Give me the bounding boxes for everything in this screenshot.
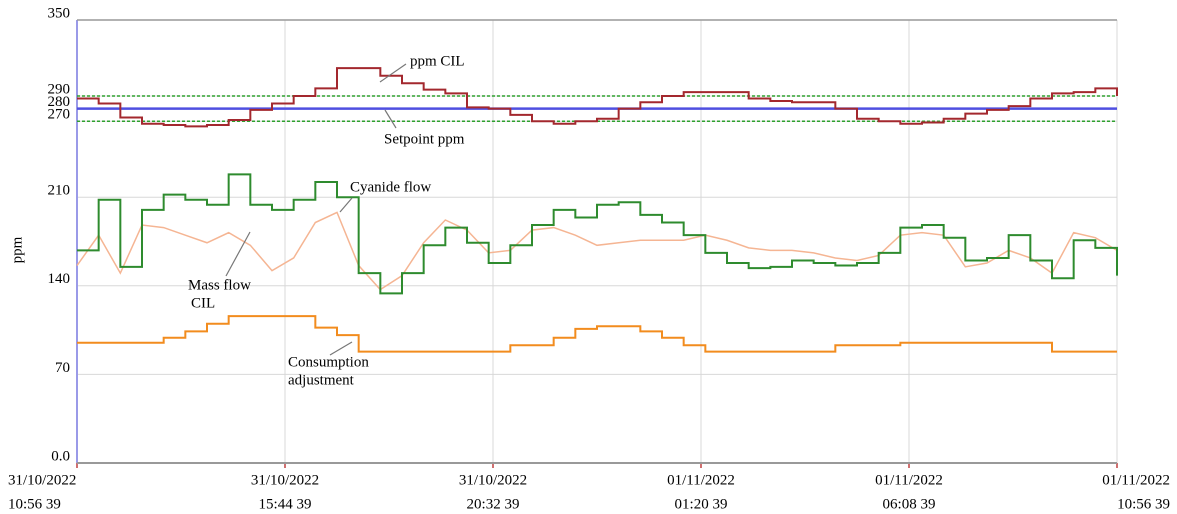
- y-tick-label: 290: [48, 81, 71, 97]
- x-tick-label: 31/10/2022: [8, 472, 76, 488]
- annotation-leader: [379, 63, 407, 83]
- x-tick-label: 01/11/2022: [667, 472, 735, 488]
- annotation-leader: [329, 341, 353, 356]
- y-tick-label: 350: [48, 5, 71, 21]
- x-tick-label: 01/11/2022: [875, 472, 943, 488]
- series-line: [77, 67, 1118, 128]
- x-tick-label: 31/10/2022: [459, 472, 527, 488]
- annotation: Cyanide flow: [350, 179, 431, 195]
- annotation: CIL: [191, 295, 215, 311]
- y-axis-label: ppm: [9, 236, 25, 263]
- annotation: ppm CIL: [410, 53, 465, 69]
- x-tick-label: 31/10/2022: [251, 472, 319, 488]
- x-tick-label: 10:56 39: [8, 496, 61, 512]
- x-tick-label: 10:56 39: [1117, 496, 1170, 512]
- x-tick-label: 06:08 39: [883, 496, 936, 512]
- y-tick-label: 70: [55, 360, 70, 376]
- x-tick-label: 01/11/2022: [1102, 472, 1170, 488]
- y-tick-label: 0.0: [51, 448, 70, 464]
- annotation: Mass flow: [188, 277, 251, 293]
- annotation: adjustment: [288, 372, 355, 388]
- y-tick-label: 280: [48, 94, 71, 110]
- x-tick-label: 15:44 39: [259, 496, 312, 512]
- x-tick-label: 20:32 39: [467, 496, 520, 512]
- annotation-leader: [384, 109, 397, 129]
- annotation-leader: [225, 231, 251, 277]
- x-tick-label: 01:20 39: [675, 496, 728, 512]
- y-tick-label: 210: [48, 183, 71, 199]
- y-tick-label: 140: [48, 271, 71, 287]
- series-line: [77, 315, 1117, 353]
- annotation: Setpoint ppm: [384, 131, 465, 147]
- y-tick-label: 270: [48, 107, 71, 123]
- series-line: [77, 173, 1118, 295]
- annotation: Consumption: [288, 354, 369, 370]
- annotation-leader: [339, 197, 353, 213]
